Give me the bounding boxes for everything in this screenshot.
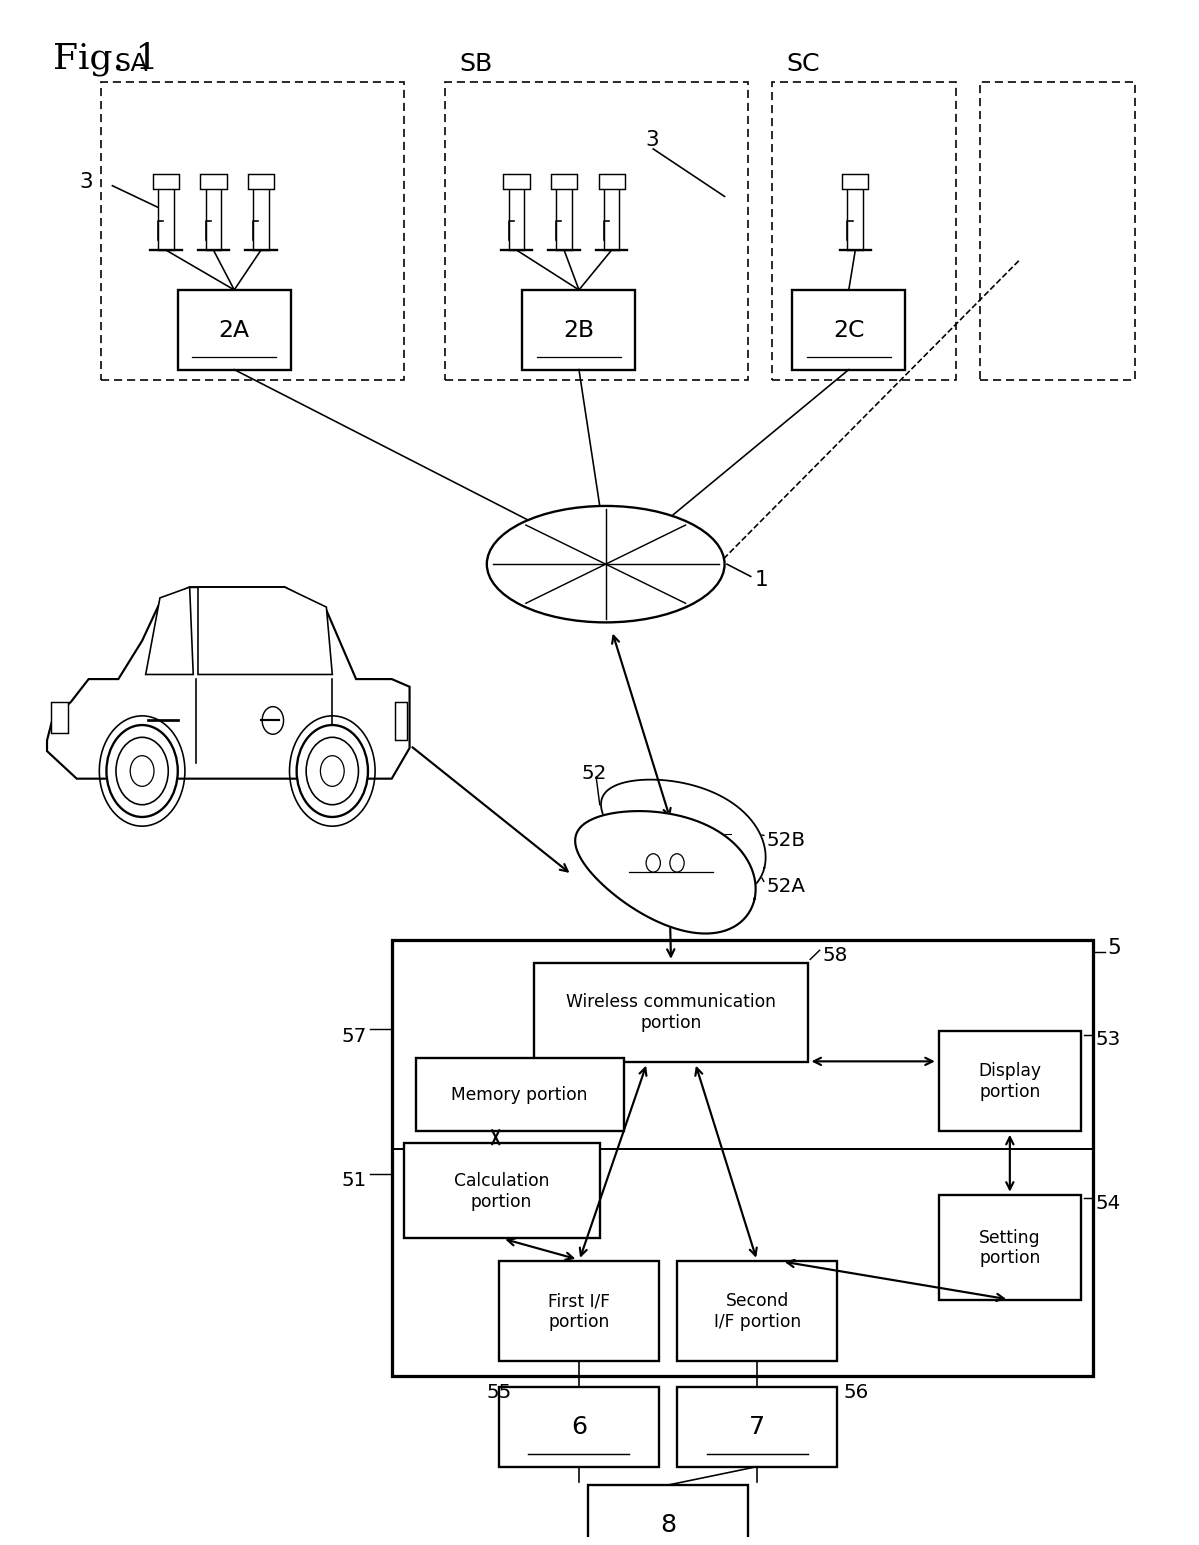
Bar	[248, 175, 273, 190]
Text: 2B: 2B	[564, 318, 595, 341]
Bar	[523, 290, 635, 369]
Text: SA: SA	[115, 51, 149, 76]
Circle shape	[131, 756, 153, 786]
Text: Fig. 1: Fig. 1	[53, 42, 158, 76]
Bar	[556, 187, 572, 250]
Polygon shape	[145, 587, 193, 675]
Text: 58: 58	[821, 946, 846, 964]
Text: 53: 53	[1095, 1031, 1120, 1049]
Text: 52A: 52A	[766, 876, 805, 896]
Bar	[508, 187, 524, 250]
Circle shape	[107, 725, 177, 817]
Text: 55: 55	[487, 1383, 512, 1401]
Bar	[793, 290, 905, 369]
Circle shape	[116, 737, 168, 805]
Circle shape	[296, 725, 368, 817]
Text: 52: 52	[582, 763, 607, 782]
Bar	[848, 187, 863, 250]
Text: Second
I/F portion: Second I/F portion	[713, 1292, 801, 1330]
Bar	[205, 187, 221, 250]
Bar	[603, 187, 619, 250]
Text: Display
portion: Display portion	[978, 1061, 1041, 1102]
Text: 54: 54	[1095, 1194, 1120, 1213]
Text: SB: SB	[459, 51, 493, 76]
Text: 51: 51	[342, 1171, 367, 1190]
Circle shape	[320, 756, 344, 786]
PathPatch shape	[47, 587, 409, 779]
Text: 2C: 2C	[832, 318, 864, 341]
Bar	[445, 82, 748, 380]
Text: 5: 5	[1107, 938, 1121, 958]
Ellipse shape	[487, 507, 724, 623]
Bar	[842, 175, 868, 190]
Text: Calculation
portion: Calculation portion	[453, 1171, 549, 1210]
Bar	[980, 82, 1134, 380]
Text: 52B: 52B	[766, 831, 805, 850]
Bar	[177, 290, 290, 369]
Bar	[938, 1032, 1080, 1131]
Bar	[772, 82, 956, 380]
Bar	[403, 1143, 600, 1239]
Polygon shape	[574, 811, 755, 933]
Bar	[938, 1196, 1080, 1299]
Bar	[415, 1058, 623, 1131]
Bar	[253, 187, 269, 250]
Bar	[598, 175, 625, 190]
Bar	[101, 82, 403, 380]
Text: 6: 6	[571, 1415, 586, 1438]
Text: SC: SC	[787, 51, 820, 76]
Bar	[392, 939, 1092, 1377]
Polygon shape	[198, 587, 332, 675]
Bar	[588, 1485, 748, 1545]
Text: 3: 3	[645, 130, 658, 150]
Text: 8: 8	[659, 1513, 676, 1537]
Bar	[676, 1387, 837, 1466]
Bar	[200, 175, 227, 190]
Bar	[550, 175, 577, 190]
Text: Setting
portion: Setting portion	[978, 1228, 1041, 1267]
Text: 56: 56	[843, 1383, 868, 1401]
Text: 1: 1	[754, 570, 767, 590]
Bar	[396, 703, 406, 740]
Text: First I/F
portion: First I/F portion	[548, 1292, 610, 1330]
Text: 7: 7	[749, 1415, 765, 1438]
Circle shape	[669, 854, 683, 873]
Text: 2A: 2A	[218, 318, 249, 341]
Text: Wireless communication
portion: Wireless communication portion	[566, 993, 776, 1032]
Text: 3: 3	[79, 171, 92, 192]
Bar	[499, 1261, 659, 1361]
Bar	[534, 963, 807, 1063]
Text: 57: 57	[342, 1026, 367, 1046]
Bar	[499, 1387, 659, 1466]
Bar	[504, 175, 530, 190]
Bar	[152, 175, 179, 190]
Circle shape	[646, 854, 661, 873]
Text: Memory portion: Memory portion	[451, 1086, 588, 1103]
Polygon shape	[601, 780, 765, 898]
Circle shape	[263, 708, 283, 734]
Circle shape	[306, 737, 359, 805]
Bar	[50, 703, 68, 732]
Bar	[158, 187, 174, 250]
Text: 52: 52	[659, 907, 685, 927]
Bar	[676, 1261, 837, 1361]
